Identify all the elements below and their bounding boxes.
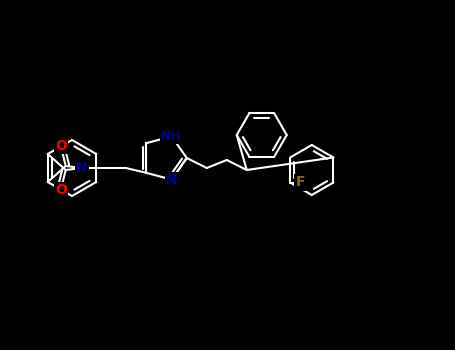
Text: N: N xyxy=(166,173,177,187)
Text: O: O xyxy=(55,139,67,153)
Text: O: O xyxy=(55,183,67,197)
Text: NH: NH xyxy=(161,130,182,143)
Text: F: F xyxy=(295,175,305,189)
Text: N: N xyxy=(76,161,87,175)
